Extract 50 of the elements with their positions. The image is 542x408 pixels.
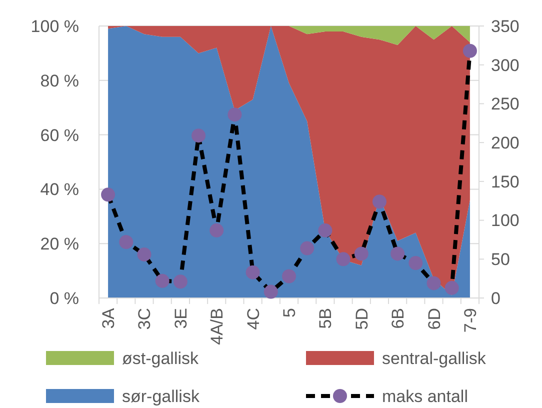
y2-tick-label: 350 <box>491 16 520 36</box>
y2-tick-label: 200 <box>491 134 520 153</box>
y2-tick-label: 300 <box>491 56 520 75</box>
x-tick-label: 5 <box>280 308 299 318</box>
y-tick-label: 80 % <box>40 71 79 90</box>
point <box>462 44 477 58</box>
y-tick-label: 100 % <box>30 16 79 36</box>
y2-tick-label: 50 <box>491 250 510 270</box>
point <box>426 276 441 290</box>
point <box>192 128 206 143</box>
point <box>155 274 170 288</box>
legend-label: sentral-gallisk <box>382 348 486 368</box>
point <box>300 241 314 256</box>
legend-label: sør-gallisk <box>122 386 200 406</box>
x-tick-label: 5D <box>352 308 372 330</box>
y2-tick-label: 100 <box>491 211 520 230</box>
point <box>336 252 350 266</box>
point <box>101 188 116 202</box>
x-tick-label: 6B <box>388 308 408 329</box>
legend-label: øst-gallisk <box>122 348 200 368</box>
y-tick-label: 0 % <box>50 288 79 308</box>
y-tick-label: 20 % <box>40 234 79 254</box>
point <box>372 194 386 209</box>
point <box>444 280 459 295</box>
point <box>173 274 188 289</box>
x-tick-label: 7-9 <box>460 308 480 333</box>
x-tick-label: 6D <box>424 308 444 330</box>
point <box>408 256 423 270</box>
y2-tick-label: 250 <box>491 94 520 114</box>
x-tick-label: 5B <box>316 308 336 329</box>
y2-tick-label: 0 <box>491 288 500 308</box>
point <box>246 265 260 280</box>
point <box>210 223 224 238</box>
legend-label: maks antall <box>382 386 468 406</box>
point <box>264 284 278 299</box>
x-tick-label: 4A/B <box>208 308 227 345</box>
point <box>119 235 134 250</box>
x-tick-label: 3A <box>99 307 118 329</box>
x-tick-label: 3E <box>171 308 190 329</box>
x-tick-label: 4C <box>244 308 263 330</box>
point <box>390 246 405 261</box>
point <box>137 247 152 262</box>
y-tick-label: 40 % <box>40 180 79 200</box>
point <box>282 269 296 284</box>
y2-tick-label: 150 <box>491 172 520 192</box>
x-tick-label: 3C <box>135 308 154 330</box>
point <box>318 223 332 238</box>
point <box>228 108 242 122</box>
y-tick-label: 60 % <box>40 126 79 145</box>
point <box>354 246 368 261</box>
